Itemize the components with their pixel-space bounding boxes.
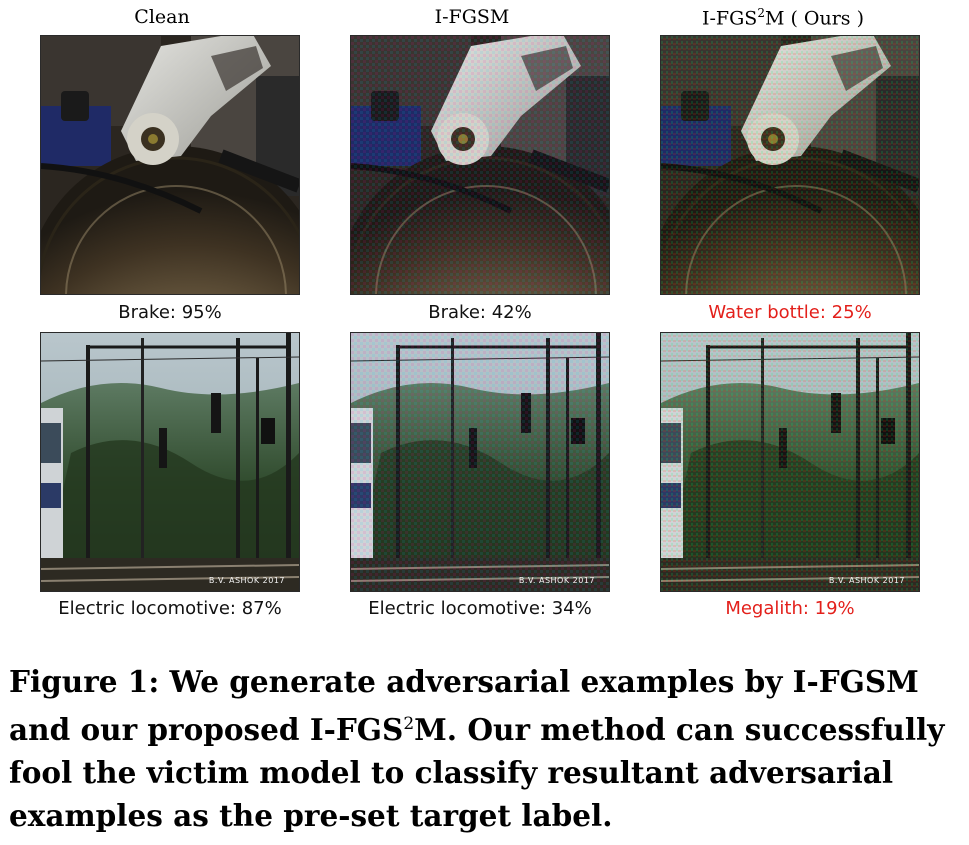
photo-watermark: B.V. ASHOK 2017	[518, 576, 595, 585]
caption-locomotive-ifgs2m: Megalith: 19%	[725, 598, 855, 619]
brake-image-ifgs2m	[661, 36, 919, 294]
caption-brake-ifgs2m: Water bottle: 25%	[708, 302, 872, 323]
photo-watermark: B.V. ASHOK 2017	[208, 576, 285, 585]
caption-locomotive-clean: Electric locomotive: 87%	[58, 598, 282, 619]
column-title-clean: Clean	[134, 6, 190, 28]
figure-caption-sup: 2	[403, 714, 415, 734]
locomotive-image-ifgsm: B.V. ASHOK 2017	[351, 333, 609, 591]
figure-caption-part1: Figure 1: We generate adversarial exampl…	[9, 664, 919, 747]
figure-caption-part2: M. Our method can successfully fool the …	[9, 711, 945, 833]
column-title-ifgs2m: I-FGS2M ( Ours )	[654, 6, 912, 29]
brake-image-ifgsm	[351, 36, 609, 294]
caption-brake-ifgsm: Brake: 42%	[428, 302, 532, 323]
locomotive-image-clean: B.V. ASHOK 2017	[41, 333, 299, 591]
column-title-ifgs2m-main: I-FGS	[702, 7, 758, 30]
figure-caption: Figure 1: We generate adversarial exampl…	[9, 660, 957, 837]
caption-brake-clean: Brake: 95%	[118, 302, 222, 323]
column-title-ifgs2m-tail: M ( Ours )	[764, 7, 864, 30]
locomotive-image-ifgs2m: B.V. ASHOK 2017	[661, 333, 919, 591]
column-title-ifgsm: I-FGSM	[434, 6, 510, 28]
photo-watermark: B.V. ASHOK 2017	[828, 576, 905, 585]
brake-image-clean	[41, 36, 299, 294]
column-title-ifgs2m-sup: 2	[757, 6, 765, 20]
caption-locomotive-ifgsm: Electric locomotive: 34%	[368, 598, 592, 619]
